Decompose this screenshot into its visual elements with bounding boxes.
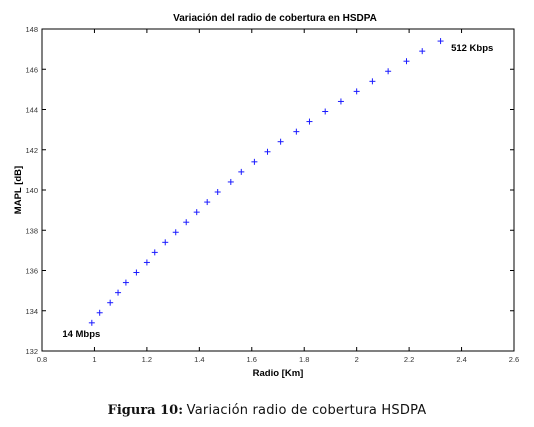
chart-title: Variación del radio de cobertura en HSDP… bbox=[173, 13, 377, 24]
data-point bbox=[107, 299, 114, 306]
y-tick-label: 140 bbox=[25, 186, 38, 195]
data-point bbox=[204, 199, 211, 206]
data-point bbox=[214, 189, 221, 196]
y-tick-label: 132 bbox=[25, 347, 38, 356]
annotation-label: 14 Mbps bbox=[62, 329, 100, 340]
data-point bbox=[264, 148, 271, 155]
x-tick-label: 1.6 bbox=[247, 355, 257, 364]
y-tick-label: 146 bbox=[25, 65, 38, 74]
x-axis-label: Radio [Km] bbox=[253, 368, 304, 379]
data-point bbox=[293, 128, 300, 135]
data-point bbox=[193, 209, 200, 216]
axes-ticks bbox=[41, 28, 515, 352]
data-point bbox=[306, 118, 313, 125]
data-point bbox=[162, 239, 169, 246]
y-tick-label: 136 bbox=[25, 267, 38, 276]
data-point bbox=[403, 58, 410, 65]
data-point bbox=[251, 158, 258, 165]
chart: Variación del radio de cobertura en HSDP… bbox=[13, 13, 519, 379]
data-point bbox=[353, 88, 360, 95]
data-point bbox=[322, 108, 329, 115]
data-point bbox=[151, 249, 158, 256]
tick-labels: 0.8 1 1.2 1.4 1.6 1.8 2 2.2 2.4 2.6 132 134 136 138 14… bbox=[25, 25, 519, 364]
data-point bbox=[96, 309, 103, 316]
y-tick-label: 138 bbox=[25, 226, 38, 235]
y-tick-label: 144 bbox=[25, 106, 38, 115]
figure-caption-label: Figura 10: bbox=[107, 403, 184, 418]
x-tick-label: 2 bbox=[355, 355, 359, 364]
x-tick-label: 2.4 bbox=[456, 355, 466, 364]
x-tick-label: 1.8 bbox=[299, 355, 309, 364]
data-point bbox=[369, 78, 376, 85]
x-tick-label: 1.2 bbox=[142, 355, 152, 364]
data-point bbox=[385, 68, 392, 75]
x-tick-label: 0.8 bbox=[37, 355, 47, 364]
data-point bbox=[133, 269, 140, 276]
y-tick-label: 148 bbox=[25, 25, 38, 34]
data-point bbox=[143, 259, 150, 266]
data-point bbox=[183, 219, 190, 226]
annotation-label: 512 Kbps bbox=[451, 43, 493, 54]
x-tick-label: 1 bbox=[92, 355, 96, 364]
annotations: 14 Mbps 512 Kbps bbox=[62, 43, 493, 340]
data-point bbox=[277, 138, 284, 145]
data-point bbox=[337, 98, 344, 105]
data-point bbox=[122, 279, 129, 286]
x-tick-label: 2.2 bbox=[404, 355, 414, 364]
data-point bbox=[227, 178, 234, 185]
x-tick-label: 1.4 bbox=[194, 355, 204, 364]
data-points bbox=[88, 38, 444, 326]
figure-caption: Figura 10: Variación radio de cobertura … bbox=[0, 402, 534, 418]
data-point bbox=[437, 38, 444, 45]
y-tick-label: 142 bbox=[25, 146, 38, 155]
data-point bbox=[419, 48, 426, 55]
figure-caption-text: Variación radio de cobertura HSDPA bbox=[186, 403, 427, 418]
data-point bbox=[88, 319, 95, 326]
y-tick-label: 134 bbox=[25, 307, 38, 316]
y-axis-label: MAPL [dB] bbox=[13, 166, 24, 214]
data-point bbox=[172, 229, 179, 236]
x-tick-label: 2.6 bbox=[509, 355, 519, 364]
data-point bbox=[238, 168, 245, 175]
data-point bbox=[115, 289, 122, 296]
